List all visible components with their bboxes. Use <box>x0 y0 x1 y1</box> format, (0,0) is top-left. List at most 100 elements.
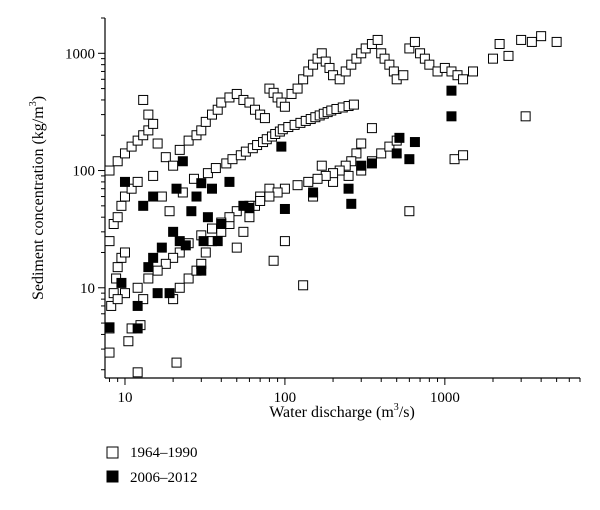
point-2006-2012 <box>171 183 182 194</box>
point-1964-1990 <box>112 294 123 305</box>
point-2006-2012 <box>404 154 415 165</box>
point-1964-1990 <box>183 135 194 146</box>
point-1964-1990 <box>536 31 547 42</box>
point-1964-1990 <box>348 99 359 110</box>
point-1964-1990 <box>210 163 221 174</box>
point-2006-2012 <box>391 148 402 159</box>
point-1964-1990 <box>119 288 130 299</box>
point-1964-1990 <box>298 280 309 291</box>
point-1964-1990 <box>520 111 531 122</box>
point-2006-2012 <box>202 212 213 223</box>
point-1964-1990 <box>216 97 227 108</box>
point-2006-2012 <box>366 158 377 169</box>
point-1964-1990 <box>334 74 345 85</box>
x-axis-label-sup: 3 <box>394 402 399 413</box>
point-2006-2012 <box>132 323 143 334</box>
point-1964-1990 <box>316 48 327 59</box>
point-1964-1990 <box>458 74 469 85</box>
point-1964-1990 <box>231 242 242 253</box>
point-1964-1990 <box>340 66 351 77</box>
point-1964-1990 <box>372 34 383 45</box>
point-1964-1990 <box>376 148 387 159</box>
y-tick-label: 1000 <box>65 46 95 62</box>
point-2006-2012 <box>132 300 143 311</box>
point-2006-2012 <box>168 226 179 237</box>
point-1964-1990 <box>119 247 130 258</box>
point-1964-1990 <box>168 160 179 171</box>
point-1964-1990 <box>279 236 290 247</box>
point-1964-1990 <box>104 165 115 176</box>
point-1964-1990 <box>272 187 283 198</box>
point-1964-1990 <box>123 336 134 347</box>
point-2006-2012 <box>279 203 290 214</box>
point-1964-1990 <box>259 113 270 124</box>
point-1964-1990 <box>183 273 194 284</box>
point-1964-1990 <box>398 70 409 81</box>
point-1964-1990 <box>143 273 154 284</box>
x-axis-label-main: Water discharge (m <box>269 404 394 421</box>
point-1964-1990 <box>346 59 357 70</box>
point-1964-1990 <box>516 34 527 45</box>
x-tick-label: 1000 <box>430 390 460 406</box>
point-1964-1990 <box>231 206 242 217</box>
point-1964-1990 <box>143 109 154 120</box>
point-2006-2012 <box>244 202 255 213</box>
point-2006-2012 <box>148 191 159 202</box>
series-1964-1990 <box>104 31 562 378</box>
point-1964-1990 <box>384 141 395 152</box>
point-2006-2012 <box>343 183 354 194</box>
x-axis-label: Water discharge (m3/s) <box>269 402 415 421</box>
point-1964-1990 <box>366 123 377 134</box>
point-2006-2012 <box>116 277 127 288</box>
point-2006-2012 <box>104 322 115 333</box>
point-2006-2012 <box>409 137 420 148</box>
point-1964-1990 <box>526 36 537 47</box>
point-1964-1990 <box>174 247 185 258</box>
point-1964-1990 <box>152 138 163 149</box>
point-1964-1990 <box>298 74 309 85</box>
point-2006-2012 <box>446 111 457 122</box>
point-1964-1990 <box>138 294 149 305</box>
point-1964-1990 <box>227 154 238 165</box>
legend-label-1964-1990: 1964–1990 <box>130 445 198 461</box>
point-2006-2012 <box>164 288 175 299</box>
point-2006-2012 <box>119 176 130 187</box>
point-1964-1990 <box>244 97 255 108</box>
point-1964-1990 <box>160 258 171 269</box>
point-1964-1990 <box>268 255 279 266</box>
plot-area: 10 100 1000 10 100 1000 <box>65 17 581 406</box>
legend: 1964–1990 2006–2012 <box>106 445 198 486</box>
point-2006-2012 <box>308 187 319 198</box>
point-1964-1990 <box>551 36 562 47</box>
point-1964-1990 <box>356 138 367 149</box>
point-1964-1990 <box>468 66 479 77</box>
point-2006-2012 <box>446 85 457 96</box>
point-2006-2012 <box>180 240 191 251</box>
point-1964-1990 <box>312 173 323 184</box>
point-2006-2012 <box>356 160 367 171</box>
point-2006-2012 <box>224 176 235 187</box>
legend-item-2006-2012: 2006–2012 <box>106 470 198 486</box>
x-tick-label: 10 <box>117 390 132 406</box>
point-2006-2012 <box>177 156 188 167</box>
point-1964-1990 <box>119 191 130 202</box>
point-1964-1990 <box>409 36 420 47</box>
point-1964-1990 <box>487 53 498 64</box>
point-1964-1990 <box>404 206 415 217</box>
point-1964-1990 <box>132 282 143 293</box>
point-1964-1990 <box>292 83 303 94</box>
point-1964-1990 <box>264 191 275 202</box>
point-1964-1990 <box>202 168 213 179</box>
y-axis-label-sup: 3 <box>28 101 39 106</box>
point-2006-2012 <box>394 132 405 143</box>
y-axis-label: Sediment concentration (kg/m3) <box>28 96 47 300</box>
point-1964-1990 <box>206 223 217 234</box>
point-1964-1990 <box>316 160 327 171</box>
point-1964-1990 <box>351 148 362 159</box>
point-1964-1990 <box>286 88 297 99</box>
legend-marker-open-square <box>106 446 119 459</box>
point-1964-1990 <box>174 144 185 155</box>
point-1964-1990 <box>148 170 159 181</box>
point-1964-1990 <box>503 50 514 61</box>
ticks-layer: 10 100 1000 10 100 1000 <box>65 17 581 406</box>
